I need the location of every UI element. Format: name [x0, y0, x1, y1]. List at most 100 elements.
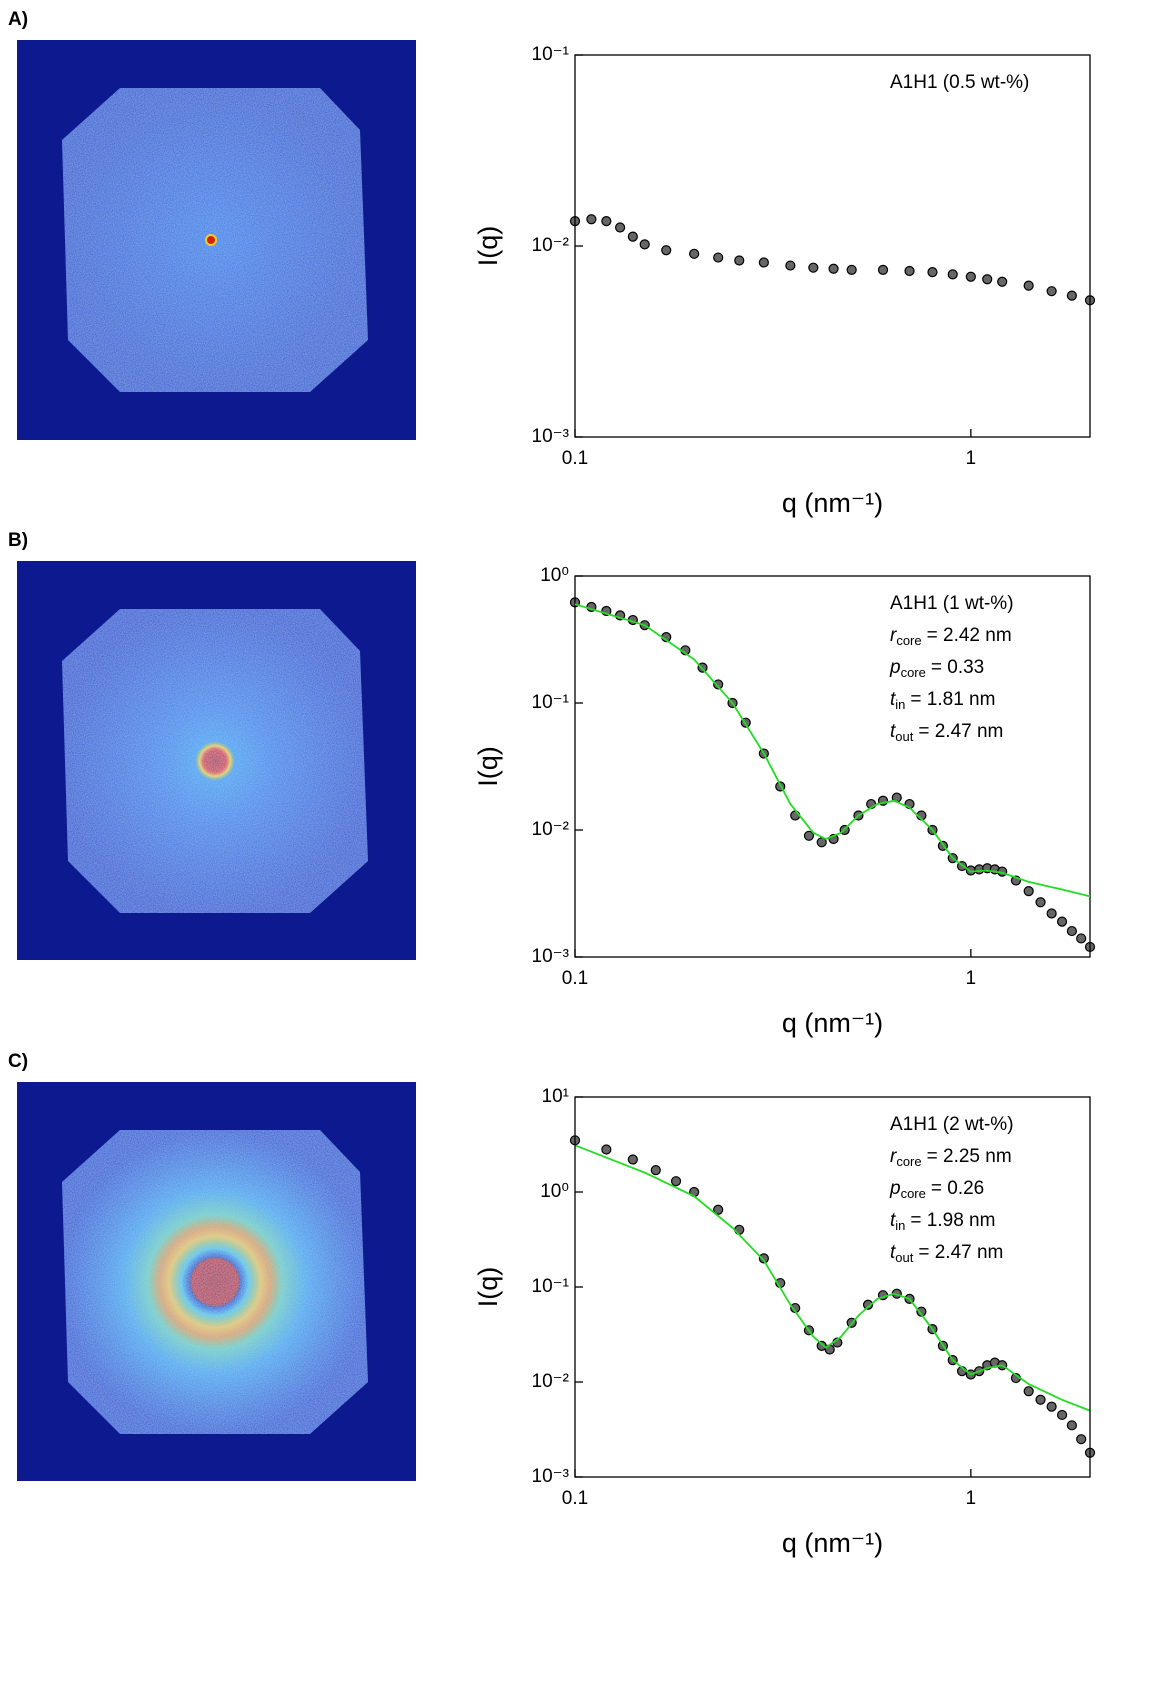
data-point [615, 222, 626, 233]
data-point [965, 271, 976, 282]
annotation-symbol: r [890, 1146, 897, 1167]
data-point [846, 264, 857, 275]
plot-frame [574, 54, 1091, 438]
data-point [661, 245, 672, 256]
annotation-text: = 1.98 nm [910, 1210, 995, 1231]
annotation: rcore = 2.25 nm [890, 1146, 1012, 1169]
annotation: A1H1 (1 wt-%) [890, 593, 1014, 614]
panel-label: B) [8, 530, 28, 551]
annotation-text: = 0.33 [931, 657, 984, 678]
x-tick-label: 1 [966, 448, 977, 469]
fit-line [574, 1144, 1091, 1412]
data-point [650, 1165, 661, 1176]
data-point [1046, 1401, 1057, 1412]
annotation-text: = 2.42 nm [927, 625, 1012, 646]
detector-image-a [17, 40, 416, 440]
data-point [734, 255, 745, 266]
annotation-symbol: p [889, 657, 901, 678]
annotation-symbol: p [889, 1178, 901, 1199]
x-tick-label: 1 [966, 968, 977, 989]
annotation: tout = 2.47 nm [890, 1242, 1003, 1265]
annotation-subscript: in [895, 1218, 905, 1233]
data-point [785, 260, 796, 271]
data-point [965, 865, 976, 876]
plot-frame [574, 575, 1091, 958]
annotation: A1H1 (0.5 wt-%) [890, 72, 1029, 93]
data-point [1056, 916, 1068, 927]
data-point [916, 1306, 927, 1317]
y-tick-label: 10¹ [542, 1086, 569, 1107]
data-point [828, 263, 839, 274]
annotation-symbol: t [890, 689, 896, 710]
data-point [947, 269, 958, 280]
annotation-text: = 2.47 nm [918, 1242, 1003, 1263]
y-tick-label: 10⁻² [532, 1371, 570, 1392]
annotation-subscript: core [896, 1154, 921, 1169]
y-tick-label: 10⁻³ [532, 946, 570, 967]
data-point [627, 1154, 638, 1165]
annotation: tout = 2.47 nm [890, 721, 1003, 744]
data-point [586, 214, 597, 225]
detector-image-b [17, 561, 416, 960]
data-point [1023, 886, 1034, 897]
data-point [1035, 1394, 1046, 1405]
x-axis-label: q (nm⁻¹) [782, 1008, 883, 1038]
annotation-symbol: t [890, 1210, 896, 1231]
data-point [1023, 280, 1034, 291]
y-tick-label: 10⁻¹ [532, 692, 570, 713]
annotation-subscript: out [895, 1250, 913, 1265]
data-point [1076, 933, 1087, 944]
annotation-symbol: t [890, 1242, 896, 1263]
annotation: tin = 1.98 nm [890, 1210, 995, 1233]
annotation-subscript: out [895, 729, 913, 744]
data-point [997, 276, 1008, 287]
data-point [713, 1204, 724, 1215]
data-point [982, 274, 993, 285]
y-tick-label: 10⁻² [532, 819, 570, 840]
y-tick-label: 10⁰ [540, 565, 569, 586]
data-point [1056, 1409, 1068, 1421]
data-point [758, 257, 769, 268]
data-point [713, 252, 724, 263]
data-point [862, 1299, 874, 1310]
y-axis-label: I(q) [473, 226, 503, 267]
annotation-subscript: core [901, 1186, 926, 1201]
y-tick-label: 10⁻¹ [532, 1276, 570, 1297]
x-tick-label: 0.1 [562, 968, 588, 989]
annotation-subscript: core [901, 665, 926, 680]
data-point [627, 231, 638, 242]
x-tick-label: 0.1 [562, 448, 588, 469]
data-point [713, 679, 724, 690]
y-tick-label: 10⁰ [540, 1181, 569, 1202]
data-point [1046, 908, 1057, 919]
data-point [877, 264, 889, 275]
data-point [601, 216, 612, 227]
data-point [790, 810, 801, 821]
data-point [803, 830, 815, 841]
annotation-subscript: in [895, 697, 905, 712]
data-point [1046, 286, 1057, 297]
x-axis-label: q (nm⁻¹) [782, 1528, 883, 1558]
annotation: pcore = 0.33 [889, 657, 984, 680]
x-tick-label: 1 [966, 1488, 977, 1509]
y-tick-label: 10⁻³ [532, 426, 570, 447]
y-axis-label: I(q) [473, 1267, 503, 1308]
data-point [758, 1253, 769, 1264]
data-point [1066, 1420, 1077, 1431]
y-axis-label: I(q) [473, 746, 503, 787]
data-point [734, 1224, 745, 1235]
y-tick-label: 10⁻³ [532, 1466, 570, 1487]
fit-line [574, 603, 1091, 898]
annotation: pcore = 0.26 [889, 1178, 984, 1201]
annotation-symbol: r [890, 625, 897, 646]
y-tick-label: 10⁻¹ [532, 44, 570, 65]
data-point [1023, 1386, 1034, 1397]
annotation-text: = 1.81 nm [910, 689, 995, 710]
y-tick-label: 10⁻² [532, 235, 570, 256]
data-point [1066, 290, 1077, 301]
plot-frame [574, 1096, 1091, 1478]
data-point [601, 1144, 612, 1155]
data-point [639, 239, 650, 250]
data-point [927, 267, 938, 278]
